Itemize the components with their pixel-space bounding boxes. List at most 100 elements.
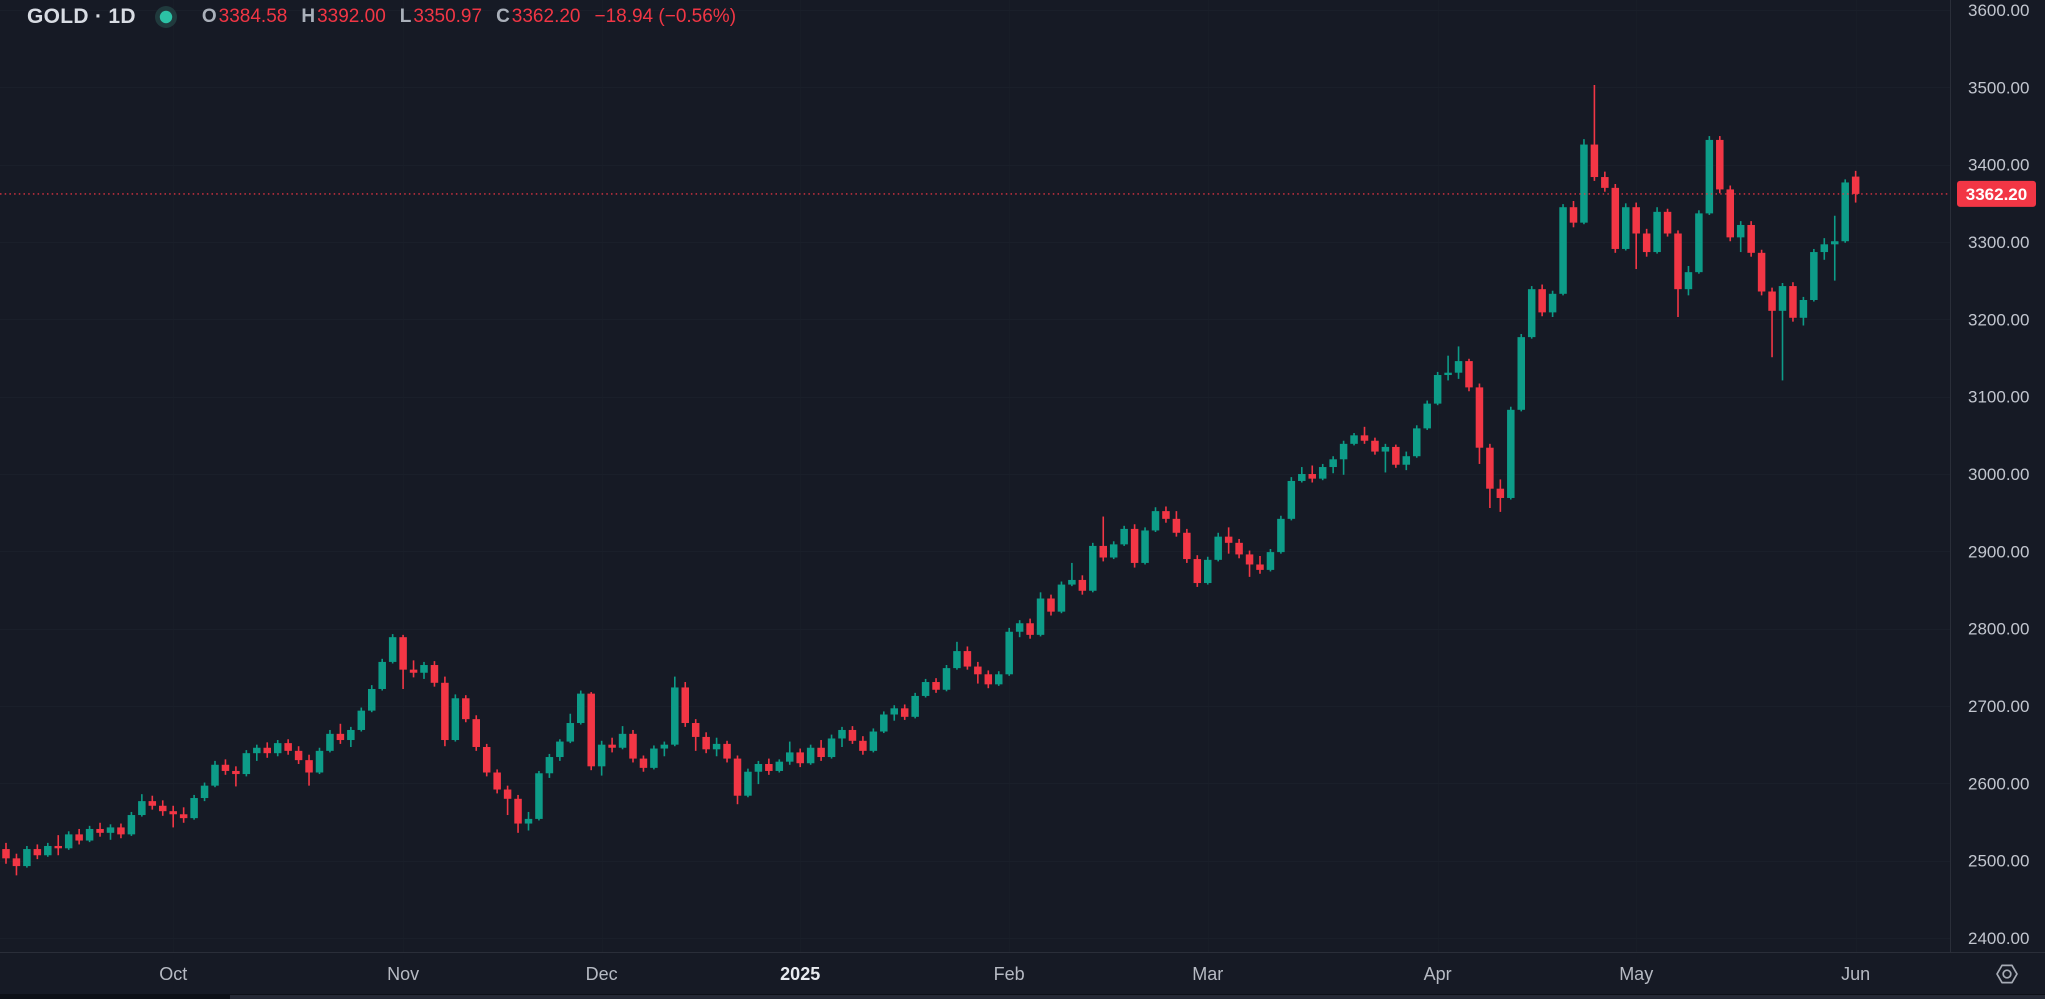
candle [211, 760, 219, 788]
candle [1130, 524, 1139, 568]
candle [639, 755, 648, 772]
candle [179, 807, 188, 823]
candle [1078, 575, 1087, 595]
candle [1841, 179, 1849, 243]
candle [723, 740, 731, 763]
candle [1371, 437, 1379, 455]
candles-layer[interactable] [2, 85, 1860, 876]
candle [472, 715, 480, 751]
candle [995, 671, 1003, 686]
grid-layer [0, 0, 1950, 952]
candle [577, 690, 585, 725]
candle [294, 746, 303, 764]
close-label: C [496, 6, 510, 27]
candle [587, 692, 595, 771]
candle [535, 770, 543, 821]
candle [1736, 221, 1745, 253]
price-scale-settings-icon[interactable] [1992, 960, 2022, 993]
candle [1256, 555, 1264, 574]
candle [963, 646, 972, 670]
candle [691, 719, 700, 751]
candle [54, 835, 62, 856]
symbol-title[interactable]: GOLD · 1D [27, 5, 136, 28]
candle [1235, 538, 1243, 559]
candle [1005, 627, 1013, 676]
candle [190, 794, 198, 820]
candle [524, 811, 533, 831]
candle [1068, 562, 1076, 587]
candle [409, 660, 418, 678]
candle [1799, 296, 1808, 326]
price-change: −18.94 (−0.56%) [594, 6, 737, 27]
candle [138, 794, 146, 817]
candle [1674, 230, 1682, 318]
candle [1611, 184, 1620, 253]
candle [953, 641, 961, 670]
candle [921, 678, 930, 698]
candle [388, 634, 397, 664]
candle [890, 705, 898, 721]
candle [1778, 282, 1787, 381]
candle [1496, 479, 1505, 512]
candle [859, 736, 867, 755]
high-value: H 3392.00 [301, 6, 385, 28]
time-tick-label: Mar [1192, 964, 1223, 984]
candle [796, 748, 804, 768]
candle [1298, 467, 1306, 483]
time-tick-label: Nov [387, 964, 419, 984]
candle [900, 704, 909, 720]
candle [597, 740, 606, 776]
candle [169, 805, 177, 828]
candle [1120, 525, 1128, 546]
candle [1162, 506, 1170, 523]
price-badge-label: 3362.20 [1966, 185, 2027, 204]
candle [1151, 507, 1160, 532]
candle [12, 853, 21, 876]
candle [1517, 334, 1525, 412]
candle [514, 794, 522, 833]
candle [399, 634, 407, 689]
candle [1580, 139, 1588, 225]
candle [1026, 618, 1034, 639]
market-status-dot-icon[interactable] [154, 5, 178, 29]
candle [1768, 287, 1776, 358]
price-tick-label: 3200.00 [1968, 310, 2029, 329]
candle [806, 744, 815, 765]
candle [117, 823, 125, 839]
ohlc-values: O 3384.58 H 3392.00 L 3350.97 C 3362.20 −18.… [202, 6, 736, 28]
candle [159, 800, 167, 816]
candle [1109, 541, 1118, 560]
candle [1527, 286, 1536, 339]
candle [1465, 358, 1473, 392]
candle [1548, 290, 1557, 318]
candle [1172, 511, 1181, 537]
candle [629, 729, 637, 763]
candle [503, 785, 512, 816]
price-axis[interactable]: 3600.00 3500.00 3400.00 3300.00 3200.00 3100.… [1968, 1, 2029, 948]
candle [650, 745, 658, 770]
price-tick-label: 3000.00 [1968, 465, 2029, 484]
candle [545, 753, 554, 778]
candle [681, 682, 689, 727]
candle [1444, 355, 1452, 381]
low-label: L [399, 6, 412, 27]
time-axis[interactable]: Oct Nov Dec 2025 Feb Mar Apr May Jun [159, 964, 1870, 984]
high-label: H [301, 6, 316, 27]
candle [462, 695, 470, 723]
candle [556, 739, 564, 761]
candle [817, 740, 825, 761]
candle [1423, 400, 1431, 430]
candle [1747, 221, 1755, 257]
time-tick-label: Feb [994, 964, 1025, 984]
candle [775, 759, 784, 773]
time-tick-label: May [1619, 964, 1653, 984]
candle [1099, 516, 1107, 562]
candle [368, 685, 376, 713]
low-value: L 3350.97 [400, 6, 482, 28]
candle [1454, 346, 1463, 379]
time-tick-label: Apr [1424, 964, 1452, 984]
candle [1590, 85, 1599, 181]
candle [1089, 542, 1097, 593]
candle [44, 842, 52, 857]
